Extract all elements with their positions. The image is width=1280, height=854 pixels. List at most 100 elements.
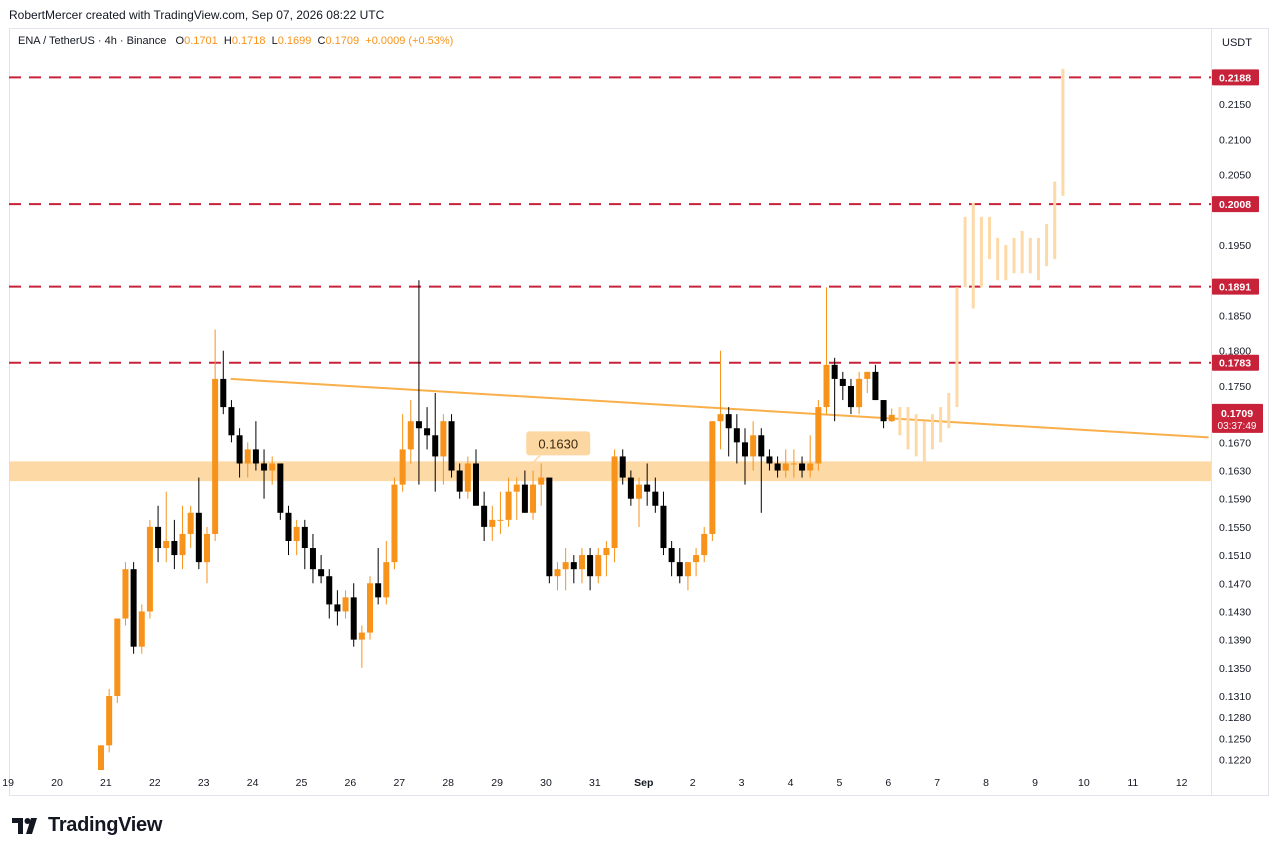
bullish-candle <box>595 555 602 577</box>
projection-bar <box>914 414 918 457</box>
bullish-candle <box>717 414 724 422</box>
bullish-candle <box>603 548 610 556</box>
bearish-candle <box>766 456 773 464</box>
date-tick-label: 24 <box>247 777 259 789</box>
bullish-candle <box>212 378 219 534</box>
bullish-candle <box>684 562 691 577</box>
date-tick-label: 7 <box>934 777 940 789</box>
price-tick-label: 0.1390 <box>1219 635 1251 647</box>
date-tick-label: 26 <box>345 777 357 789</box>
bearish-candle <box>652 491 659 506</box>
price-tick-label: 0.1950 <box>1219 240 1251 252</box>
current-price-label: 0.1709 <box>1221 408 1253 420</box>
date-tick-label: 12 <box>1176 777 1188 789</box>
bullish-candle <box>367 583 374 633</box>
bearish-candle <box>733 428 740 443</box>
bearish-candle <box>774 463 781 471</box>
projection-bar <box>1053 181 1057 260</box>
projection-bar <box>996 237 1000 281</box>
bullish-candle <box>856 378 863 408</box>
bearish-candle <box>644 484 651 492</box>
bearish-candle <box>228 407 235 436</box>
bearish-candle <box>236 435 243 464</box>
low-value: 0.1699 <box>277 35 312 47</box>
date-tick-label: 10 <box>1078 777 1090 789</box>
open-label: O <box>175 35 185 47</box>
bullish-candle <box>342 597 349 612</box>
resistance-price-tag <box>1212 69 1259 86</box>
resistance-price-tag <box>1212 196 1259 213</box>
projection-bar <box>906 407 910 450</box>
bearish-candle <box>277 463 284 513</box>
projection-bar <box>979 216 983 288</box>
bearish-candle <box>847 385 854 408</box>
current-price-tag <box>1212 403 1263 433</box>
bullish-candle <box>138 611 145 647</box>
bearish-candle <box>195 512 202 563</box>
bearish-candle <box>660 505 667 549</box>
bearish-candle <box>741 442 748 457</box>
projection-bar <box>988 216 992 260</box>
bullish-candle <box>244 449 251 464</box>
bullish-candle <box>489 519 496 527</box>
price-tick-label: 0.1750 <box>1219 381 1251 393</box>
bullish-candle <box>203 533 210 563</box>
bearish-candle <box>350 597 357 640</box>
bearish-candle <box>448 421 455 471</box>
bearish-candle <box>326 576 333 605</box>
bullish-candle <box>864 371 871 379</box>
high-label: H <box>223 35 232 47</box>
symbol-legend: ENA / TetherUS · 4h · Binance O0.1701 H0… <box>18 35 453 47</box>
date-tick-label: 11 <box>1127 777 1138 789</box>
bullish-candle <box>554 569 561 577</box>
bullish-candle <box>399 449 406 485</box>
price-tick-label: 0.1250 <box>1219 733 1251 745</box>
bearish-candle <box>627 477 634 499</box>
bullish-candle <box>98 745 105 770</box>
bullish-candle <box>815 407 822 464</box>
date-tick-label: 22 <box>149 777 161 789</box>
tradingview-icon <box>12 817 37 834</box>
bearish-candle <box>252 449 259 464</box>
high-value: 0.1718 <box>231 35 266 47</box>
projection-bar <box>963 216 967 288</box>
low-label: L <box>271 35 278 47</box>
bullish-candle <box>497 519 504 521</box>
bearish-candle <box>872 371 879 401</box>
bullish-candle <box>163 540 170 549</box>
projection-bar <box>922 421 926 464</box>
bearish-candle <box>155 526 162 549</box>
bearish-candle <box>799 463 806 471</box>
bearish-candle <box>375 583 382 598</box>
support-callout <box>526 431 591 456</box>
date-tick-label: 23 <box>198 777 210 789</box>
price-tick-label: 0.1220 <box>1219 754 1251 766</box>
bearish-candle <box>424 428 431 436</box>
chart-pane[interactable] <box>9 28 1211 796</box>
date-tick-label: 31 <box>589 777 601 789</box>
candle-countdown-label: 03:37:49 <box>1218 421 1257 432</box>
price-tick-label: 0.1670 <box>1219 437 1251 449</box>
price-tick-label: 0.1310 <box>1219 691 1251 703</box>
date-tick-label: Sep <box>634 777 653 789</box>
bullish-candle <box>513 484 520 492</box>
bearish-candle <box>880 400 887 422</box>
projection-bar <box>971 202 975 309</box>
bearish-candle <box>472 463 479 506</box>
bullish-candle <box>750 435 757 457</box>
price-tick-label: 0.1850 <box>1219 310 1251 322</box>
bearish-candle <box>285 512 292 541</box>
price-tick-label: 0.1800 <box>1219 346 1251 358</box>
tradingview-logo[interactable]: TradingView <box>12 814 162 837</box>
bearish-candle <box>758 435 765 457</box>
chart-credit: RobertMercer created with TradingView.co… <box>9 8 385 22</box>
bearish-candle <box>831 364 838 379</box>
date-tick-label: 30 <box>540 777 552 789</box>
bearish-candle <box>432 435 439 457</box>
bullish-candle <box>709 421 716 534</box>
bearish-candle <box>261 463 268 471</box>
projection-bar <box>1004 245 1008 281</box>
brand-name: TradingView <box>48 814 163 836</box>
price-tick-label: 0.1350 <box>1219 663 1251 675</box>
